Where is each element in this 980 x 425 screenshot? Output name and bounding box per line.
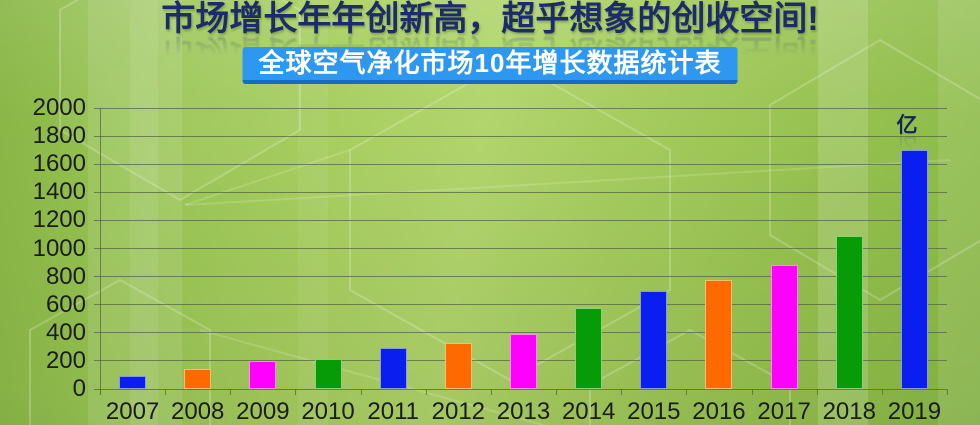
- gridline: [94, 248, 947, 249]
- x-axis-label: 2014: [561, 398, 616, 425]
- bar-2019: [900, 150, 928, 389]
- x-axis-tick: [295, 389, 297, 395]
- y-axis-label: 800: [45, 262, 86, 290]
- x-axis-tick: [490, 389, 492, 395]
- x-axis-label: 2019: [887, 398, 942, 425]
- y-axis-line: [100, 108, 101, 395]
- y-axis-label: 400: [45, 318, 86, 346]
- bar-chart: 0 200 400 600 800 1000 1200 1400 1600 1800 2000 200…: [33, 94, 948, 425]
- chart-subtitle-banner: 全球空气净化市场10年增长数据统计表: [242, 47, 738, 84]
- x-axis-label: 2011: [367, 398, 419, 425]
- x-axis-tick: [100, 389, 101, 395]
- y-axis-label: 1600: [32, 150, 86, 178]
- y-axis-label: 2000: [32, 94, 86, 121]
- x-axis-tick: [230, 389, 232, 395]
- gridline: [94, 163, 947, 165]
- y-axis-label: 200: [45, 346, 86, 374]
- x-axis-tick: [360, 389, 362, 395]
- x-axis-label: 2013: [496, 398, 551, 425]
- x-axis-tick: [621, 389, 623, 395]
- x-axis-label: 2007: [105, 398, 160, 425]
- x-axis-label: 2012: [431, 398, 486, 425]
- x-axis-tick: [556, 389, 558, 395]
- x-axis-tick: [947, 389, 948, 395]
- bar-2009: [249, 360, 277, 389]
- page-title: 市场增长年年创新高，超乎想象的创收空间!: [161, 0, 819, 38]
- gridline: [94, 219, 947, 221]
- y-axis-label: 1000: [32, 234, 86, 262]
- x-axis-tick: [686, 389, 688, 395]
- bar-2010: [314, 359, 342, 389]
- bar-2007: [119, 376, 147, 389]
- bar-2016: [705, 280, 733, 389]
- y-axis-label: 0: [72, 375, 86, 402]
- bar-2014: [575, 308, 603, 389]
- x-axis-label: 2016: [692, 398, 746, 425]
- gridline: [94, 276, 947, 278]
- y-axis-label: 1400: [32, 178, 86, 206]
- bar-2013: [510, 334, 537, 389]
- gridline: [94, 332, 947, 334]
- x-axis-label: 2010: [301, 398, 355, 425]
- x-axis-tick: [881, 389, 883, 395]
- bar-2012: [444, 342, 472, 389]
- bar-2015: [640, 290, 668, 389]
- bar-2017: [770, 264, 798, 389]
- x-axis-label: 2015: [627, 398, 681, 425]
- gridline: [94, 107, 947, 109]
- x-axis-tick: [425, 389, 427, 395]
- x-axis-label: 2018: [822, 398, 876, 425]
- bar-2018: [835, 235, 863, 389]
- x-axis-tick: [816, 389, 818, 395]
- y-axis-label: 1200: [32, 206, 86, 234]
- y-axis-label: 600: [45, 290, 86, 318]
- x-axis-label: 2009: [236, 398, 290, 425]
- x-axis-label: 2008: [171, 398, 225, 425]
- gridline: [94, 135, 947, 137]
- x-axis-tick: [165, 389, 167, 395]
- x-axis-label: 2017: [757, 398, 811, 425]
- bar-2008: [184, 369, 212, 389]
- unit-label: 亿: [896, 114, 918, 137]
- gridline: [94, 304, 947, 306]
- bar-2011: [379, 348, 407, 389]
- y-axis-label: 1800: [32, 122, 86, 150]
- gridline: [94, 191, 947, 193]
- header: 市场增长年年创新高，超乎想象的创收空间! 市场增长年年创新高，超乎想象的创收空间…: [0, 0, 980, 70]
- gridline: [94, 388, 947, 390]
- x-axis-tick: [751, 389, 753, 395]
